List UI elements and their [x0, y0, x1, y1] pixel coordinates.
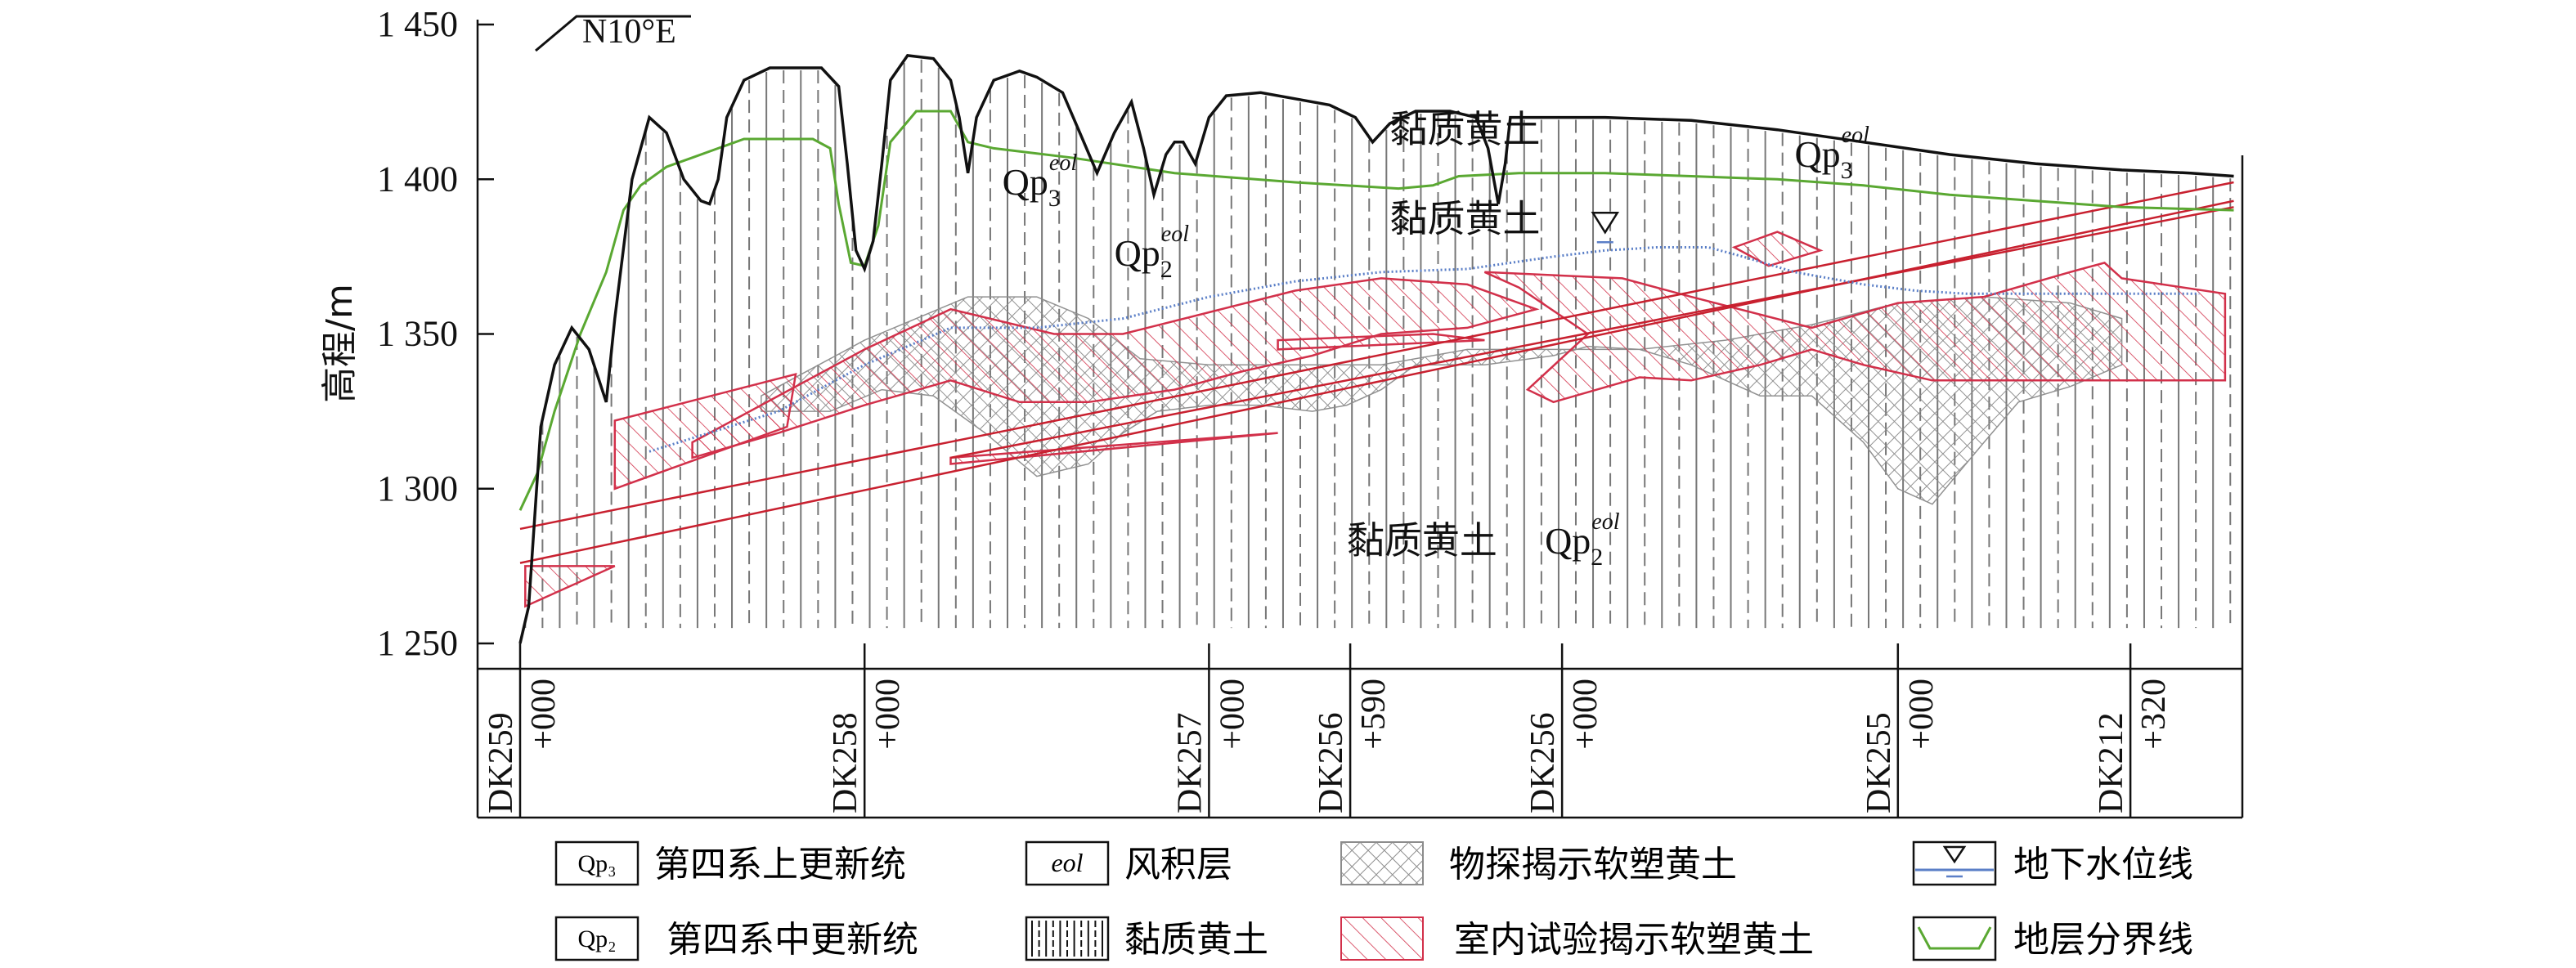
- y-tick-label: 1 400: [377, 159, 458, 199]
- y-axis-label: 高程/m: [319, 284, 361, 403]
- legend-item-geo: 物探揭示软塑黄土: [1340, 841, 1737, 885]
- water-table-line: [648, 246, 2200, 453]
- lab-zone: [524, 565, 616, 608]
- station-offset: +320: [2135, 679, 2173, 750]
- clay-loess-hatch-icon: [1031, 921, 1103, 957]
- station-name: DK258: [827, 712, 864, 813]
- lab-zone: [1483, 262, 2227, 404]
- fault-line: [950, 206, 2234, 459]
- lab-zone: [949, 432, 1278, 465]
- station-offset: +590: [1355, 679, 1393, 750]
- station-name: DK256: [1524, 712, 1562, 813]
- legend-item-clay: 黏质黄土: [1025, 916, 1268, 961]
- water-table: [648, 212, 2200, 453]
- fault-lines: [519, 181, 2234, 564]
- stratum-code-sup: eol: [1842, 123, 1869, 148]
- station-table: DK259 +000 DK258 +000 DK257 +000 DK256 +590 DK25…: [482, 643, 2173, 818]
- y-tick-label: 1 250: [377, 623, 458, 663]
- legend-label-eol: 风积层: [1124, 844, 1232, 885]
- axes: 1 250 1 300 1 350 1 400 1 450: [377, 4, 2244, 819]
- station-offset: +000: [869, 679, 907, 750]
- ground-surface-line: [518, 54, 2234, 644]
- water-level-icon: [1591, 212, 1620, 235]
- stratum-code-sub: 2: [1591, 544, 1603, 571]
- legend-label-geo: 物探揭示软塑黄土: [1449, 844, 1737, 885]
- stratum-code-label: Qp2eol: [1545, 509, 1620, 571]
- stratum-code-sup: eol: [1161, 222, 1189, 247]
- strata-boundary-line: [518, 110, 2234, 511]
- lab-zone: [691, 277, 1540, 459]
- station-offset: +000: [1214, 679, 1251, 750]
- stratum-code-sub: 2: [1160, 256, 1173, 283]
- direction-marker: N10°E: [535, 13, 691, 52]
- stratum-code-label: Qp3eol: [1003, 150, 1078, 212]
- station-name: DK257: [1171, 712, 1209, 813]
- ground-surface: [518, 54, 2234, 644]
- fault-line: [519, 199, 2234, 564]
- station-name: DK212: [2093, 712, 2130, 813]
- stratum-code-sub: 3: [1048, 185, 1061, 212]
- stratum-name-label: 黏质黄土: [1390, 107, 1541, 151]
- y-tick-label: 1 450: [377, 4, 458, 44]
- stratum-code-label: Qp2eol: [1115, 222, 1190, 283]
- legend-symbol-qp3: Qp₃: [577, 850, 616, 877]
- boundary-line-icon: [1917, 926, 1992, 950]
- station-offset: +000: [525, 679, 563, 750]
- direction-arrow-icon: [535, 15, 691, 52]
- legend-symbol-qp2: Qp₂: [577, 925, 616, 952]
- legend-label-qp2: 第四系中更新统: [666, 919, 918, 961]
- legend-item-qp3: Qp₃ 第四系上更新统: [554, 840, 906, 886]
- lab-soft-loess-zones: [524, 231, 2227, 608]
- direction-label: N10°E: [582, 13, 676, 51]
- strata-boundary: [518, 110, 2234, 511]
- legend-label-water: 地下水位线: [2013, 844, 2193, 885]
- stratum-code-sup: eol: [1591, 509, 1619, 535]
- legend-label-clay: 黏质黄土: [1124, 919, 1268, 961]
- legend-item-lab: 室内试验揭示软塑黄土: [1340, 916, 1814, 961]
- legend-item-boundary: 地层分界线: [1912, 916, 2193, 961]
- lab-zone: [1277, 333, 1485, 351]
- legend-item-eol: eol 风积层: [1025, 840, 1232, 886]
- station-offset: +000: [1567, 679, 1604, 750]
- legend-label-lab: 室内试验揭示软塑黄土: [1454, 919, 1814, 961]
- fault-line: [519, 181, 2234, 531]
- legend-label-boundary: 地层分界线: [2013, 919, 2193, 961]
- stratum-code-sub: 3: [1841, 157, 1853, 184]
- legend-label-qp3: 第四系上更新统: [654, 844, 906, 885]
- legend-symbol-eol: eol: [1051, 848, 1083, 877]
- station-name: DK256: [1313, 712, 1350, 813]
- legend-item-qp2: Qp₂ 第四系中更新统: [554, 916, 918, 961]
- stratum-code-label: Qp3eol: [1794, 123, 1869, 184]
- station-name: DK259: [482, 712, 520, 813]
- legend: Qp₃ 第四系上更新统 eol 风积层 物探揭示软塑黄土 地下水位线 Qp₂ 第…: [554, 840, 2193, 961]
- stratum-code-sup: eol: [1049, 150, 1077, 176]
- station-offset: +000: [1903, 679, 1941, 750]
- legend-item-water: 地下水位线: [1912, 840, 2193, 886]
- stratum-name-label: 黏质黄土: [1390, 197, 1541, 241]
- y-tick-label: 1 350: [377, 314, 458, 354]
- station-name: DK255: [1860, 712, 1898, 813]
- lab-zone: [1731, 231, 1824, 267]
- y-tick-label: 1 300: [377, 468, 458, 509]
- stratum-name-label: 黏质黄土: [1347, 518, 1497, 562]
- water-level-icon: [1942, 845, 1967, 864]
